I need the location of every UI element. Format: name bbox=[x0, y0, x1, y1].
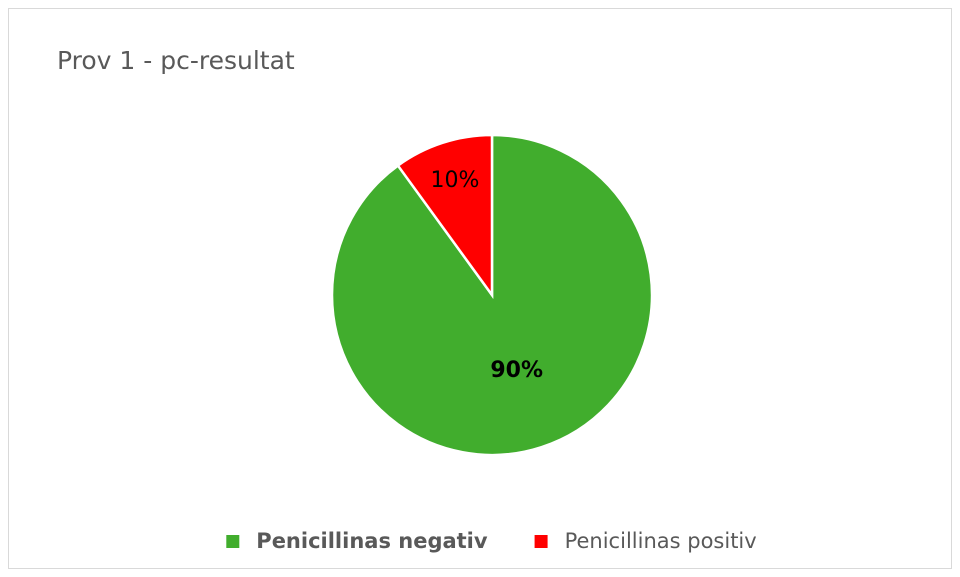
legend-label: Penicillinas positiv bbox=[565, 529, 757, 553]
legend-swatch bbox=[534, 535, 548, 548]
chart-title: Prov 1 - pc-resultat bbox=[57, 46, 295, 75]
data-label: 10% bbox=[430, 168, 479, 193]
legend-swatch bbox=[226, 535, 240, 548]
legend-label: Penicillinas negativ bbox=[256, 529, 488, 553]
data-label: 90% bbox=[490, 358, 543, 383]
pie-slice bbox=[396, 133, 494, 299]
